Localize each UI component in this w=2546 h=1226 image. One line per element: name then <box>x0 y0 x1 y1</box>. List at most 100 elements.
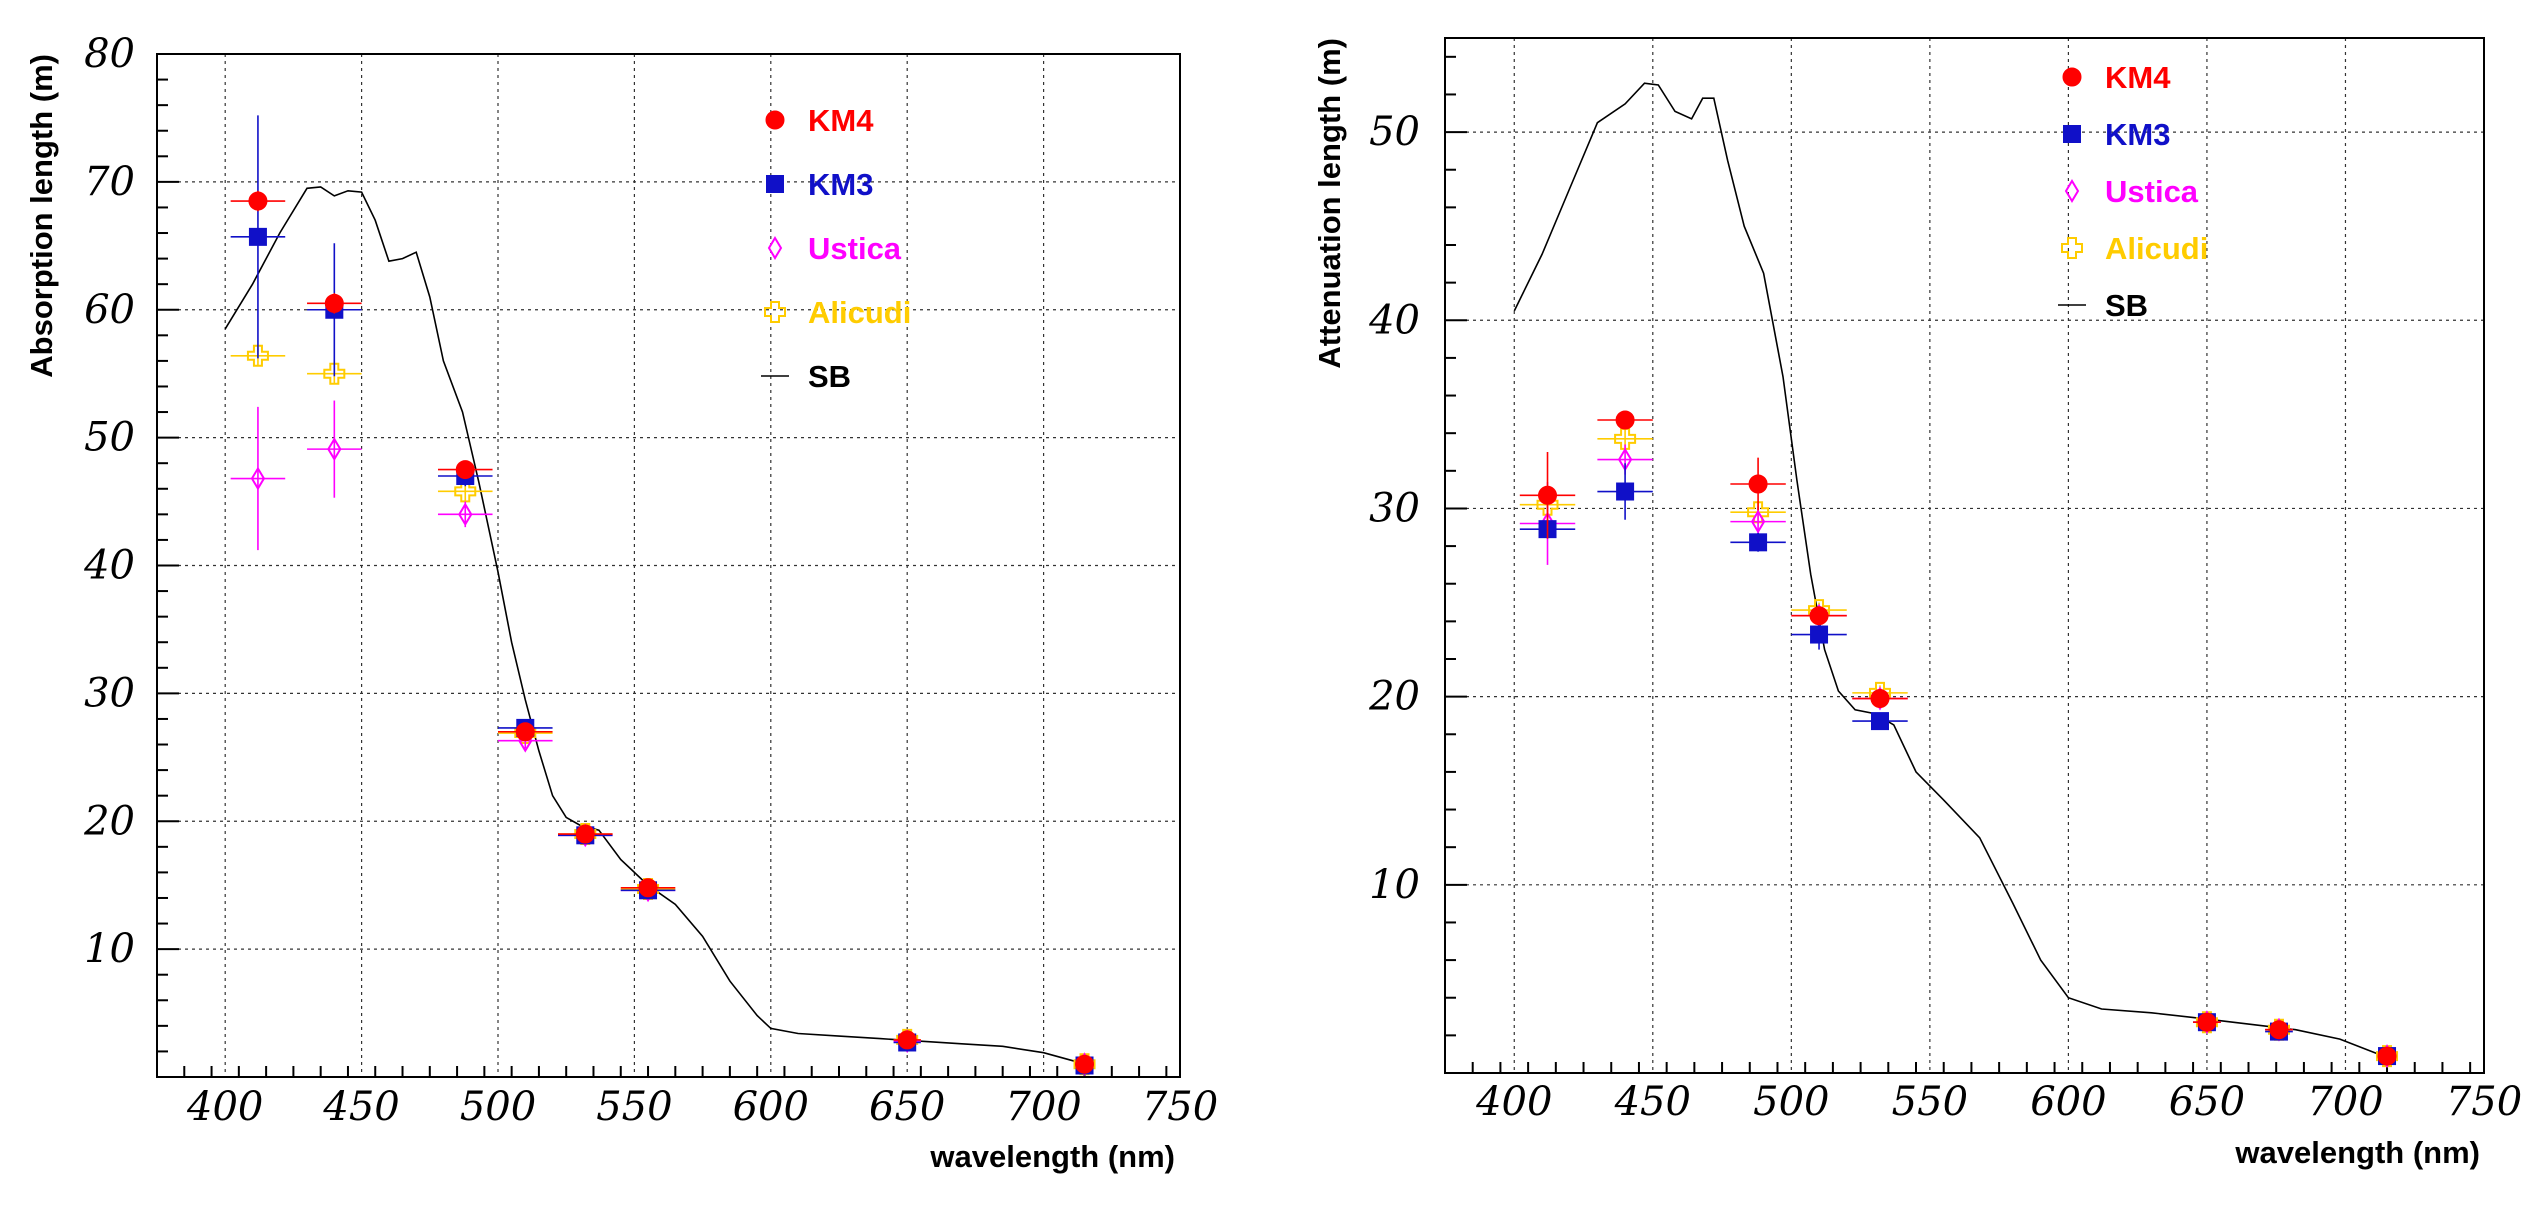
legend-marker-km3 <box>766 175 784 193</box>
y-tick-label: 70 <box>84 159 135 205</box>
legend-label-ustica: Ustica <box>808 231 902 266</box>
data-point-km3 <box>1616 482 1635 501</box>
legend-marker-km4 <box>765 110 785 130</box>
x-tick-label: 400 <box>186 1084 263 1130</box>
legend-label-sb: SB <box>808 359 851 394</box>
y-tick-label: 20 <box>83 798 135 844</box>
legend-marker-ustica <box>767 236 783 260</box>
sb-curve <box>224 186 1077 1063</box>
x-axis-title: wavelength (nm) <box>929 1139 1175 1174</box>
data-point-km4 <box>575 824 595 844</box>
data-point-ustica <box>250 466 266 491</box>
data-point-km3 <box>1810 625 1829 644</box>
data-point-km4 <box>1538 485 1558 505</box>
axis-ticks <box>156 53 1168 1078</box>
y-tick-label: 30 <box>84 670 135 716</box>
y-tick-label: 30 <box>1369 485 1420 531</box>
data-point-km4 <box>2197 1012 2217 1032</box>
y-tick-label: 50 <box>1369 109 1420 155</box>
data-point-km4 <box>248 191 268 211</box>
y-tick-label: 80 <box>84 31 135 77</box>
series-alicudi <box>230 344 1096 1076</box>
y-tick-label: 40 <box>1368 297 1420 343</box>
series-ustica <box>1519 444 2396 1069</box>
x-tick-label: 550 <box>1892 1079 1968 1125</box>
grid <box>157 54 1180 1077</box>
x-tick-label: 500 <box>1753 1079 1829 1125</box>
x-tick-label: 700 <box>2307 1079 2383 1125</box>
series-km3 <box>1519 463 2397 1066</box>
x-tick-label: 750 <box>1142 1084 1218 1130</box>
legend-label-km4: KM4 <box>808 103 874 138</box>
legend-label-sb: SB <box>2105 288 2148 323</box>
x-tick-label: 550 <box>596 1084 672 1130</box>
x-tick-label: 650 <box>2169 1079 2245 1125</box>
x-tick-label: 450 <box>1614 1079 1691 1125</box>
y-tick-label: 10 <box>1369 862 1420 908</box>
sb-curve <box>1513 82 2379 1055</box>
data-point-km4 <box>515 722 535 742</box>
grid <box>1445 38 2484 1073</box>
x-tick-label: 750 <box>2446 1079 2522 1125</box>
data-point-km4 <box>2269 1020 2289 1040</box>
series-ustica <box>230 400 1093 1077</box>
legend-label-alicudi: Alicudi <box>2105 231 2208 266</box>
x-tick-label: 500 <box>460 1084 536 1130</box>
series-km4 <box>230 190 1095 1074</box>
attenuation-chart: 400 450 500 550 600 650 700 750 10 20 30 40 50 wavele… <box>1312 37 2522 1170</box>
data-point-alicudi <box>323 362 346 385</box>
y-axis-title: Absorption length (m) <box>24 54 59 378</box>
data-point-km4 <box>2377 1046 2397 1066</box>
absorption-chart: 400 450 500 550 600 650 700 750 10 20 30 40 50 60 70 80… <box>24 31 1218 1174</box>
y-tick-label: 60 <box>84 287 135 333</box>
legend-label-km4: KM4 <box>2105 60 2171 95</box>
data-point-km4 <box>1615 410 1635 430</box>
y-axis-title: Attenuation length (m) <box>1312 38 1347 369</box>
series-km3 <box>230 115 1094 1075</box>
legend-marker-km4 <box>2062 67 2082 87</box>
legend-marker-alicudi <box>764 301 786 323</box>
axis-ticks <box>1444 55 2472 1074</box>
legend: KM4 KM3 Ustica Alicudi SB <box>2058 60 2208 323</box>
legend: KM4 KM3 Ustica Alicudi SB <box>761 103 911 394</box>
data-point-alicudi <box>454 480 477 503</box>
x-axis-title: wavelength (nm) <box>2234 1135 2480 1170</box>
legend-label-alicudi: Alicudi <box>808 295 911 330</box>
legend-marker-km3 <box>2063 125 2081 143</box>
data-point-km3 <box>248 227 267 246</box>
data-point-km4 <box>638 878 658 898</box>
data-point-km4 <box>897 1030 917 1050</box>
series-alicudi <box>1519 427 2399 1068</box>
data-point-km4 <box>1809 606 1829 626</box>
x-tick-label: 600 <box>2030 1079 2106 1125</box>
legend-marker-alicudi <box>2061 237 2083 259</box>
x-tick-label: 600 <box>733 1084 809 1130</box>
y-tick-label: 40 <box>83 543 135 589</box>
x-tick-label: 450 <box>322 1084 399 1130</box>
legend-label-km3: KM3 <box>2105 117 2170 152</box>
data-point-ustica <box>1750 509 1766 534</box>
y-tick-label: 20 <box>1368 674 1420 720</box>
data-point-ustica <box>327 437 342 462</box>
x-tick-label: 400 <box>1475 1079 1552 1125</box>
x-tick-label: 650 <box>869 1084 945 1130</box>
data-point-km3 <box>1870 712 1889 731</box>
legend-label-ustica: Ustica <box>2105 174 2199 209</box>
plot-frame <box>1444 37 2485 1074</box>
data-point-km3 <box>1749 533 1768 552</box>
y-tick-label: 50 <box>84 415 135 461</box>
data-point-km4 <box>455 460 475 480</box>
data-point-km4 <box>1870 689 1890 709</box>
y-tick-label: 10 <box>84 926 135 972</box>
data-point-ustica <box>458 502 473 527</box>
legend-label-km3: KM3 <box>808 167 873 202</box>
data-point-alicudi <box>1614 427 1637 450</box>
x-tick-label: 700 <box>1005 1084 1081 1130</box>
data-point-alicudi <box>246 344 269 367</box>
legend-marker-ustica <box>2064 179 2080 203</box>
data-point-km4 <box>1748 474 1768 494</box>
data-point-km4 <box>1075 1054 1095 1074</box>
series-km4 <box>1519 410 2397 1066</box>
data-point-km4 <box>324 293 344 313</box>
